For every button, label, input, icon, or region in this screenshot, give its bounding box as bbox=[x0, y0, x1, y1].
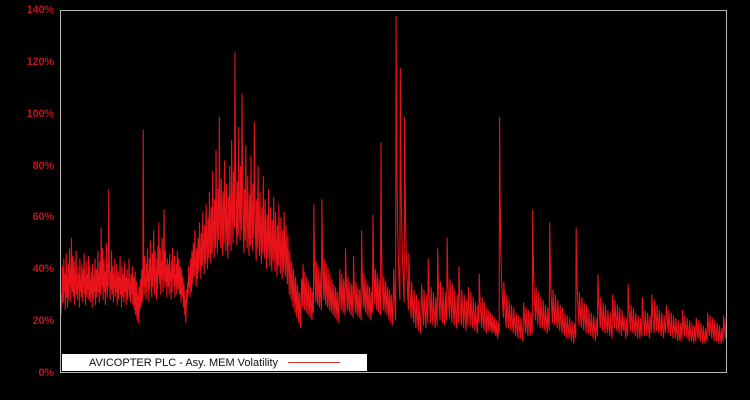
y-axis: 0% 20% 40% 60% 80% 100% 120% 140% bbox=[0, 0, 60, 400]
y-tick-label: 20% bbox=[32, 315, 55, 328]
y-tick-label: 60% bbox=[32, 211, 55, 224]
y-tick-label: 120% bbox=[26, 55, 55, 68]
volatility-series bbox=[61, 16, 726, 344]
chart-legend: AVICOPTER PLC - Asy. MEM Volatility bbox=[62, 354, 367, 371]
y-tick-label: 80% bbox=[32, 159, 55, 172]
series-polyline bbox=[61, 16, 726, 344]
y-tick-label: 0% bbox=[38, 367, 55, 379]
y-tick-label: 40% bbox=[32, 263, 55, 276]
y-tick-label: 100% bbox=[26, 107, 55, 120]
y-tick-label: 140% bbox=[26, 4, 55, 16]
legend-line-sample bbox=[288, 362, 341, 363]
legend-label: AVICOPTER PLC - Asy. MEM Volatility bbox=[88, 356, 279, 369]
plot-area bbox=[60, 10, 727, 373]
